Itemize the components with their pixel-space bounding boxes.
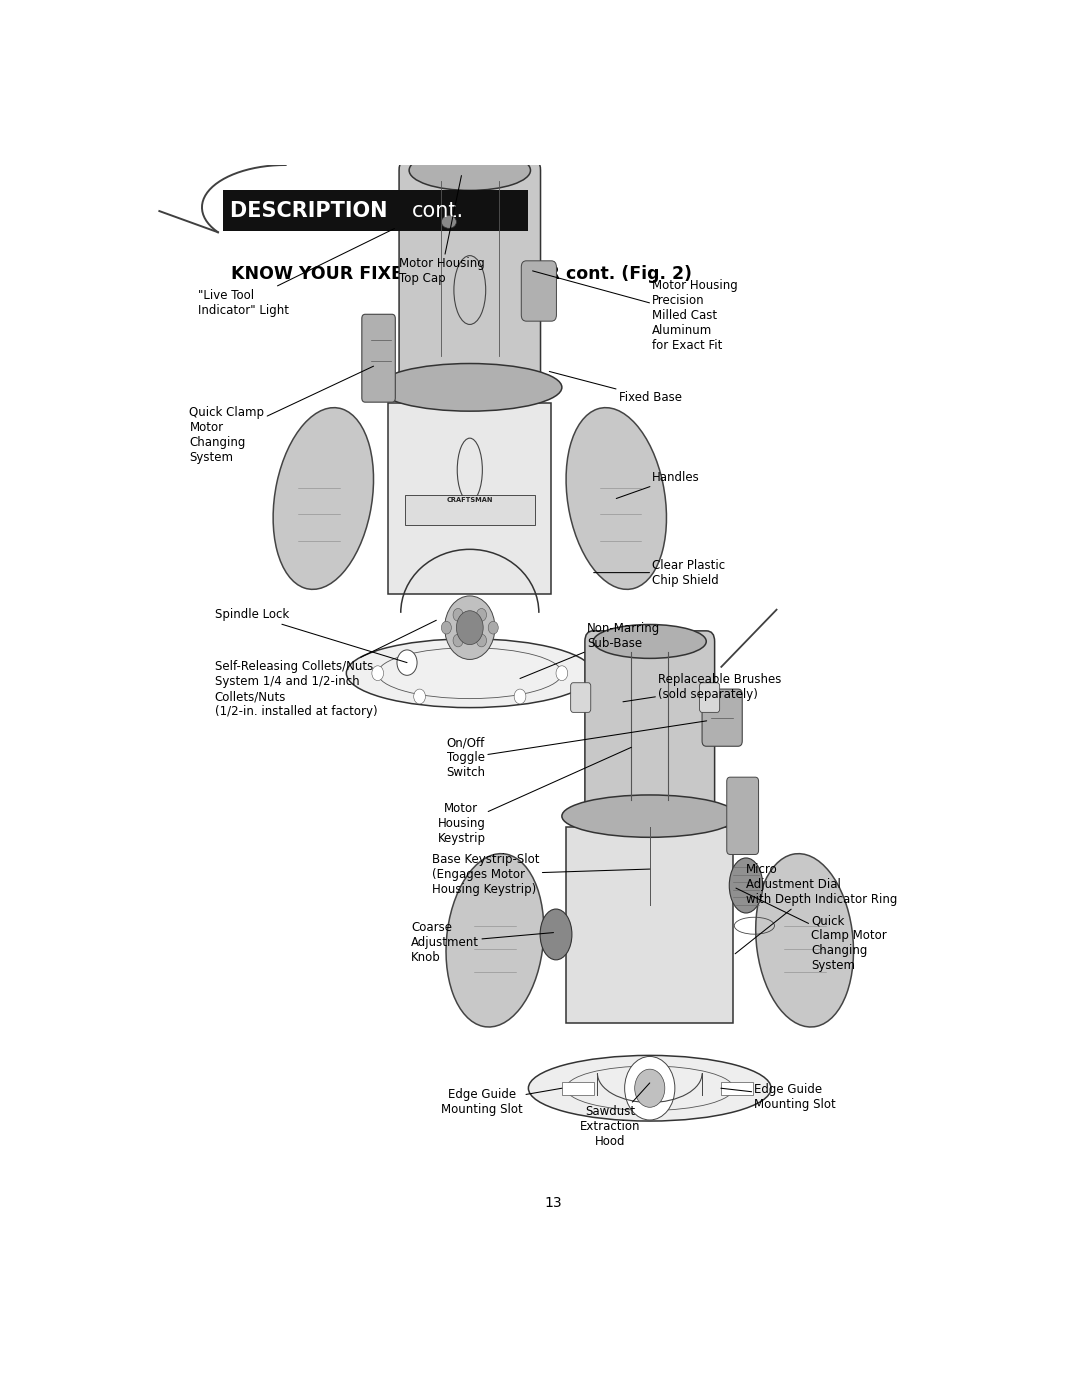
Text: Quick Clamp
Motor
Changing
System: Quick Clamp Motor Changing System — [189, 366, 374, 463]
Circle shape — [397, 650, 417, 675]
Text: 13: 13 — [544, 1196, 563, 1210]
Text: Base Keystrip-Slot
(Engages Motor
Housing Keystrip): Base Keystrip-Slot (Engages Motor Housin… — [432, 852, 650, 896]
Text: CRAFTSMAN: CRAFTSMAN — [446, 498, 494, 503]
Circle shape — [635, 1070, 665, 1107]
FancyBboxPatch shape — [570, 683, 591, 712]
Ellipse shape — [347, 639, 593, 708]
FancyBboxPatch shape — [585, 631, 715, 821]
Ellipse shape — [378, 363, 562, 411]
Ellipse shape — [562, 795, 738, 837]
Circle shape — [445, 595, 495, 660]
Circle shape — [457, 610, 483, 645]
Circle shape — [488, 622, 498, 634]
FancyBboxPatch shape — [702, 689, 742, 747]
Text: Motor Housing
Precision
Milled Cast
Aluminum
for Exact Fit: Motor Housing Precision Milled Cast Alum… — [532, 271, 738, 352]
FancyBboxPatch shape — [222, 190, 528, 231]
FancyBboxPatch shape — [362, 315, 395, 401]
FancyBboxPatch shape — [727, 777, 758, 854]
Circle shape — [476, 634, 486, 646]
Ellipse shape — [540, 909, 572, 960]
Text: KNOW YOUR FIXED BASE ROUTER cont. (Fig. 2): KNOW YOUR FIXED BASE ROUTER cont. (Fig. … — [231, 264, 692, 282]
Text: Edge Guide
Mounting Slot: Edge Guide Mounting Slot — [721, 1082, 836, 1111]
Text: Motor
Housing
Keystrip: Motor Housing Keystrip — [437, 748, 632, 846]
Text: Clear Plastic
Chip Shield: Clear Plastic Chip Shield — [594, 558, 726, 587]
Circle shape — [372, 666, 383, 681]
Ellipse shape — [528, 1056, 771, 1121]
Text: "Live Tool
Indicator" Light: "Live Tool Indicator" Light — [198, 228, 394, 316]
Ellipse shape — [593, 624, 706, 659]
Text: Motor Housing
Top Cap: Motor Housing Top Cap — [399, 176, 485, 285]
Circle shape — [476, 609, 486, 622]
Ellipse shape — [566, 407, 666, 590]
FancyBboxPatch shape — [566, 826, 733, 1023]
Ellipse shape — [273, 407, 374, 590]
Text: Non-Marring
Sub-Base: Non-Marring Sub-Base — [521, 622, 660, 678]
Circle shape — [624, 1056, 675, 1121]
FancyBboxPatch shape — [562, 1082, 594, 1094]
Text: Fixed Base: Fixed Base — [550, 371, 681, 404]
Circle shape — [514, 689, 526, 704]
Text: cont.: cont. — [413, 201, 464, 220]
Text: On/Off
Toggle
Switch: On/Off Toggle Switch — [446, 720, 706, 780]
Circle shape — [454, 634, 463, 646]
FancyBboxPatch shape — [721, 1082, 753, 1094]
Text: Micro
Adjustment Dial
with Depth Indicator Ring: Micro Adjustment Dial with Depth Indicat… — [735, 864, 897, 954]
FancyBboxPatch shape — [400, 158, 540, 389]
Text: DESCRIPTION: DESCRIPTION — [230, 201, 394, 220]
Text: Edge Guide
Mounting Slot: Edge Guide Mounting Slot — [442, 1088, 562, 1116]
Circle shape — [556, 666, 568, 681]
Circle shape — [442, 622, 451, 634]
Text: Replaceable Brushes
(sold separately): Replaceable Brushes (sold separately) — [623, 672, 782, 701]
Ellipse shape — [409, 150, 530, 190]
Ellipse shape — [756, 854, 853, 1027]
Text: Spindle Lock: Spindle Lock — [215, 609, 407, 663]
FancyBboxPatch shape — [388, 403, 552, 594]
Text: Self-Releasing Collets/Nuts
System 1/4 and 1/2-inch
Collets/Nuts
(1/2-in. instal: Self-Releasing Collets/Nuts System 1/4 a… — [215, 620, 436, 718]
Ellipse shape — [729, 858, 762, 913]
FancyBboxPatch shape — [405, 495, 535, 524]
Text: Quick
Clamp Motor
Changing
System: Quick Clamp Motor Changing System — [735, 888, 887, 972]
FancyBboxPatch shape — [700, 683, 719, 712]
FancyBboxPatch shape — [522, 261, 556, 322]
Text: Coarse
Adjustment
Knob: Coarse Adjustment Knob — [411, 921, 554, 964]
Text: Sawdust
Extraction
Hood: Sawdust Extraction Hood — [580, 1084, 650, 1148]
Ellipse shape — [442, 216, 457, 228]
Circle shape — [454, 609, 463, 622]
Ellipse shape — [446, 854, 544, 1027]
Circle shape — [414, 689, 426, 704]
Text: Handles: Handles — [617, 470, 700, 499]
